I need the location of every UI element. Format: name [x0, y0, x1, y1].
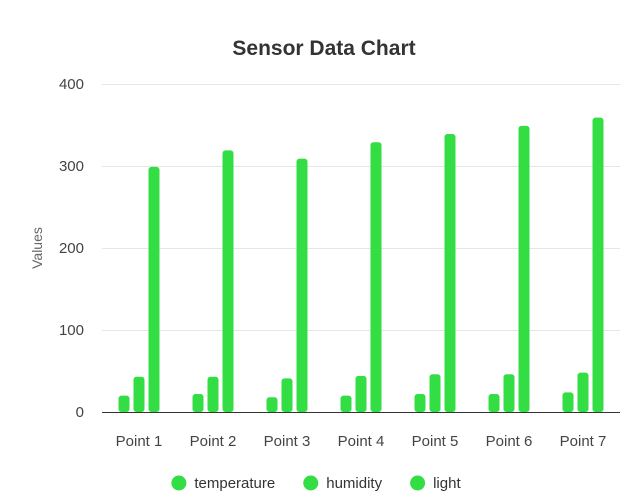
bar-light: [518, 125, 530, 412]
x-tick-label: Point 3: [264, 433, 311, 450]
bar-temperature: [340, 395, 352, 412]
x-axis-ticks: Point 1 Point 2 Point 3 Point 4 Point 5 Point…: [116, 433, 607, 450]
legend-label: temperature: [194, 475, 275, 492]
legend-item: light: [410, 475, 461, 492]
legend-label: light: [433, 475, 461, 492]
legend: temperature humidity light: [171, 475, 461, 492]
bar-temperature: [488, 393, 500, 412]
y-tick-label: 0: [76, 404, 84, 421]
bar-light: [296, 158, 308, 412]
bar-light: [370, 142, 382, 412]
legend-swatch: [410, 475, 426, 491]
bar-humidity: [355, 375, 367, 412]
bar-humidity: [133, 376, 145, 412]
y-tick-label: 100: [59, 322, 84, 339]
bar-light: [444, 134, 456, 412]
bar-light: [592, 117, 604, 413]
chart-title: Sensor Data Chart: [232, 37, 415, 60]
x-tick-label: Point 4: [338, 433, 385, 450]
bar-light: [148, 166, 160, 412]
bar-humidity: [577, 372, 589, 412]
bar-temperature: [118, 395, 130, 412]
bar-light: [222, 150, 234, 413]
y-tick-label: 200: [59, 240, 84, 257]
bars: [118, 117, 604, 413]
legend-item: temperature: [171, 475, 275, 492]
legend-swatch: [303, 475, 319, 491]
bar-temperature: [192, 393, 204, 412]
x-tick-label: Point 1: [116, 433, 163, 450]
bar-temperature: [414, 393, 426, 412]
legend-swatch: [171, 475, 187, 491]
legend-item: humidity: [303, 475, 383, 492]
legend-label: humidity: [326, 475, 382, 492]
y-axis-ticks: 0 100 200 300 400: [59, 76, 84, 421]
bar-humidity: [207, 376, 219, 412]
gridlines: [102, 84, 620, 331]
x-tick-label: Point 6: [486, 433, 533, 450]
x-tick-label: Point 5: [412, 433, 459, 450]
bar-humidity: [503, 374, 515, 412]
bar-humidity: [281, 378, 293, 412]
bar-temperature: [562, 392, 574, 412]
y-axis-title: Values: [29, 227, 45, 269]
y-tick-label: 400: [59, 76, 84, 93]
x-tick-label: Point 2: [190, 433, 237, 450]
bar-temperature: [266, 397, 278, 412]
y-tick-label: 300: [59, 158, 84, 175]
bar-humidity: [429, 374, 441, 412]
x-tick-label: Point 7: [560, 433, 607, 450]
